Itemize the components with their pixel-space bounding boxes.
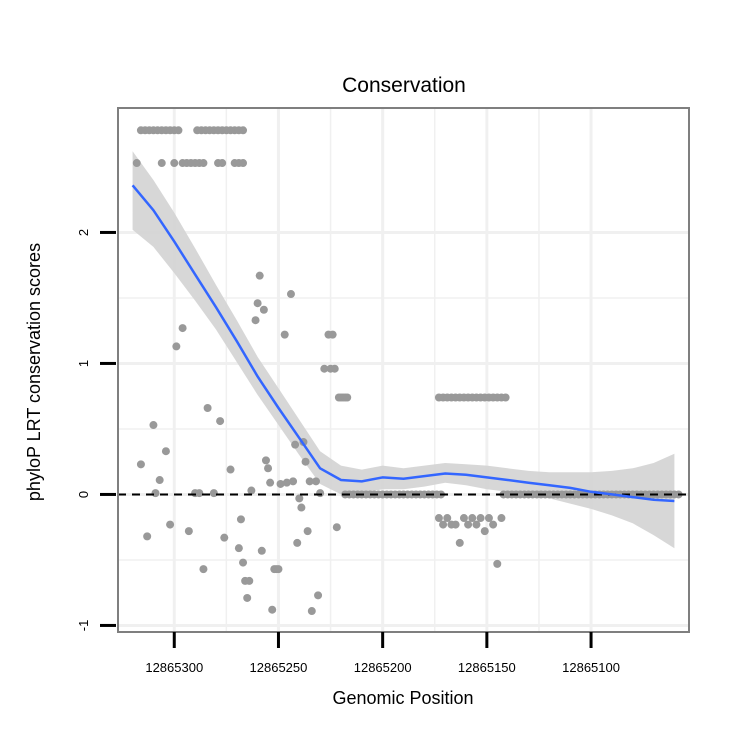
data-point: [443, 514, 452, 523]
x-tick-label: 12865200: [354, 660, 412, 675]
data-point: [316, 489, 325, 498]
data-point: [253, 299, 262, 308]
data-point: [155, 476, 164, 485]
data-point: [243, 593, 252, 602]
data-point: [226, 465, 235, 474]
data-point: [493, 559, 502, 568]
data-point: [257, 546, 266, 555]
data-point: [434, 514, 443, 523]
x-tick-label: 12865300: [145, 660, 203, 675]
confidence-ribbon: [132, 151, 675, 549]
data-point: [295, 494, 304, 503]
data-point: [247, 486, 256, 495]
data-point: [276, 479, 285, 488]
data-point: [307, 607, 316, 616]
data-point: [239, 159, 248, 168]
data-point: [480, 527, 489, 536]
data-point: [476, 514, 485, 523]
data-point: [143, 532, 152, 541]
data-point: [484, 514, 493, 523]
x-tick-label: 12865150: [458, 660, 516, 675]
data-point: [459, 514, 468, 523]
data-point: [280, 330, 289, 339]
data-point: [468, 514, 477, 523]
data-point: [320, 364, 329, 373]
data-point: [328, 330, 337, 339]
data-point: [195, 489, 204, 498]
data-point: [261, 456, 270, 465]
data-point: [451, 520, 460, 529]
chart-title: Conservation: [342, 74, 466, 97]
data-point: [239, 126, 248, 135]
y-tick-label: -1: [76, 620, 91, 632]
y-tick-label: 0: [76, 491, 91, 498]
data-point: [268, 605, 277, 614]
y-tick-label: 1: [76, 360, 91, 367]
data-point: [239, 558, 248, 567]
data-point: [266, 478, 275, 487]
data-point: [199, 565, 208, 574]
data-point: [297, 503, 306, 512]
data-point: [497, 514, 506, 523]
data-point: [259, 305, 268, 314]
data-point: [166, 520, 175, 529]
data-point: [464, 520, 473, 529]
data-point: [172, 342, 181, 351]
data-point: [161, 447, 170, 456]
confidence-band: [132, 151, 675, 549]
data-point: [472, 520, 481, 529]
data-point: [264, 464, 273, 473]
data-point: [157, 159, 166, 168]
data-point: [170, 159, 179, 168]
plot-panel-border: [117, 107, 690, 633]
data-point: [234, 544, 243, 553]
data-point: [291, 440, 300, 449]
data-point: [343, 393, 352, 402]
data-point: [293, 538, 302, 547]
data-point: [489, 520, 498, 529]
data-point: [151, 489, 160, 498]
data-point: [251, 316, 260, 325]
x-tick-label: 12865250: [250, 660, 308, 675]
data-points: [132, 126, 683, 616]
x-tick-label: 12865100: [562, 660, 620, 675]
data-point: [286, 290, 295, 299]
data-point: [174, 126, 183, 135]
data-point: [439, 520, 448, 529]
data-point: [149, 421, 158, 430]
data-point: [184, 527, 193, 536]
data-point: [236, 515, 245, 524]
data-point: [282, 478, 291, 487]
data-point: [209, 489, 218, 498]
data-point: [220, 533, 229, 542]
y-axis-title: phyloP LRT conservation scores: [24, 243, 44, 501]
smooth-line: [131, 184, 675, 503]
data-point: [305, 477, 314, 486]
x-axis-title: Genomic Position: [332, 688, 473, 708]
data-point: [136, 460, 145, 469]
data-point: [178, 324, 187, 333]
data-point: [455, 538, 464, 547]
data-point: [203, 403, 212, 412]
data-point: [332, 523, 341, 532]
data-point: [216, 417, 225, 426]
data-point: [303, 527, 312, 536]
data-point: [199, 159, 208, 168]
data-point: [311, 477, 320, 486]
data-point: [245, 576, 254, 585]
data-point: [301, 457, 310, 466]
data-point: [314, 591, 323, 600]
data-point: [274, 565, 283, 574]
smooth-trend-line: [131, 184, 675, 503]
data-point: [218, 159, 227, 168]
grid-lines: [118, 108, 689, 632]
data-point: [501, 393, 510, 402]
data-point: [289, 477, 298, 486]
axes: 12865300 12865250 12865200 12865150 12865100…: [76, 229, 620, 675]
y-tick-label: 2: [76, 229, 91, 236]
data-point: [330, 364, 339, 373]
data-point: [132, 159, 141, 168]
data-point: [255, 271, 264, 280]
